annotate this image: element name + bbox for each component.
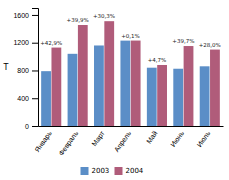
plot: +42,9% +39,9% +30,3% +0,1% +4,7% +39,7% +28,0%… <box>13 9 223 158</box>
bar <box>41 71 51 126</box>
x-tick-label: Май <box>145 130 159 145</box>
bar <box>94 45 104 126</box>
x-tick: Июнь <box>169 126 185 148</box>
legend-item: 2004 <box>115 167 144 175</box>
annotation: +4,7% <box>148 57 167 63</box>
bar <box>210 50 220 126</box>
y-tick-label: 0 <box>25 123 29 130</box>
bar <box>51 48 61 126</box>
bar <box>200 66 210 126</box>
bar <box>78 25 88 126</box>
x-tick-label: Январь <box>33 129 54 154</box>
y-tick-mark <box>32 98 38 99</box>
chart: +42,9% +39,9% +30,3% +0,1% +4,7% +39,7% +28,0%… <box>0 0 229 180</box>
legend-swatch <box>115 167 123 175</box>
x-tick: Июль <box>195 126 211 148</box>
y-tick: 0 <box>25 123 38 130</box>
x-tick-label: Апрель <box>113 129 133 153</box>
bar-series <box>51 21 219 126</box>
annotation: +30,3% <box>93 13 115 19</box>
y-tick: 400 <box>17 95 38 102</box>
y-axis-title: Т <box>3 63 9 72</box>
annotation: +39,9% <box>67 17 89 23</box>
y-tick-label: 800 <box>17 67 29 74</box>
y-tick-mark <box>32 15 38 16</box>
y-tick-label: 400 <box>17 95 29 102</box>
annotation: +28,0% <box>199 42 221 48</box>
y-tick: 1600 <box>13 12 38 19</box>
bar <box>120 41 130 126</box>
x-tick: Май <box>145 126 159 145</box>
x-tick-label: Июль <box>195 129 211 148</box>
bar <box>173 69 183 126</box>
y-tick: 1200 <box>13 39 38 46</box>
x-tick: Январь <box>33 126 54 154</box>
x-tick: Февраль <box>57 126 80 157</box>
x-tick-label: Июнь <box>169 129 185 148</box>
annotation: +42,9% <box>40 40 62 46</box>
bar-series <box>41 41 209 126</box>
y-tick-label: 1200 <box>13 39 29 46</box>
y-tick-label: 1600 <box>13 12 29 19</box>
legend-item: 2003 <box>81 167 110 175</box>
legend-label: 2004 <box>126 167 144 175</box>
bar <box>157 65 167 126</box>
bars <box>41 21 220 126</box>
annotation: +0,1% <box>121 33 140 39</box>
y-tick: 800 <box>17 67 38 74</box>
y-tick-mark <box>32 126 38 127</box>
legend-label: 2003 <box>92 167 110 175</box>
x-axis-line <box>39 126 224 127</box>
x-tick-label: Февраль <box>57 129 80 157</box>
annotations: +42,9% +39,9% +30,3% +0,1% +4,7% +39,7% +28,0% <box>40 13 221 63</box>
y-tick-mark <box>32 43 38 44</box>
y-axis-line <box>32 9 39 127</box>
legend: 2003 2004 <box>81 167 144 175</box>
y-axis: 0 400 800 1200 1600 <box>13 9 38 130</box>
bar <box>104 21 114 126</box>
legend-swatch <box>81 167 89 175</box>
x-tick: Март <box>90 126 107 148</box>
annotation: +39,7% <box>172 38 194 44</box>
bar <box>184 46 194 126</box>
x-tick-label: Март <box>90 129 107 148</box>
bar <box>68 54 78 126</box>
bar <box>131 41 141 126</box>
x-tick: Апрель <box>113 126 133 154</box>
bar <box>147 68 157 126</box>
x-axis: ЯнварьФевраль Март Апрель Май Июнь Июль <box>33 126 223 157</box>
y-tick-mark <box>32 70 38 71</box>
